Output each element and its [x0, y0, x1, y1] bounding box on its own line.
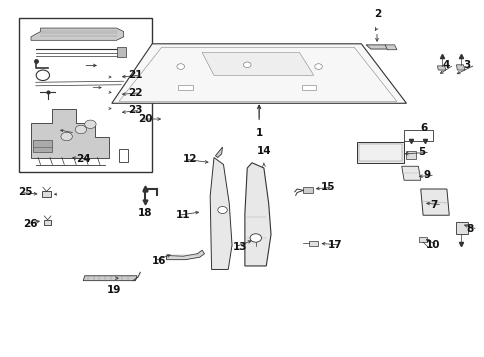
Text: 15: 15: [320, 182, 335, 192]
Polygon shape: [455, 222, 467, 235]
Text: 25: 25: [18, 187, 32, 197]
Circle shape: [243, 62, 251, 67]
Polygon shape: [42, 191, 51, 197]
Text: 5: 5: [418, 147, 425, 157]
Text: 23: 23: [128, 105, 143, 115]
Polygon shape: [116, 47, 126, 57]
Text: 21: 21: [128, 70, 143, 80]
Polygon shape: [455, 65, 464, 70]
Polygon shape: [384, 45, 396, 50]
Polygon shape: [302, 187, 312, 193]
Circle shape: [61, 132, 72, 141]
Polygon shape: [401, 166, 420, 180]
Polygon shape: [437, 66, 445, 70]
Circle shape: [314, 64, 322, 69]
Text: 26: 26: [23, 219, 37, 229]
Polygon shape: [244, 163, 271, 266]
Text: 19: 19: [107, 285, 121, 295]
Text: 1: 1: [255, 128, 262, 138]
Circle shape: [85, 120, 96, 129]
Text: 20: 20: [137, 114, 152, 124]
Text: 22: 22: [128, 88, 143, 98]
Polygon shape: [44, 220, 51, 225]
Text: 13: 13: [232, 242, 247, 252]
Polygon shape: [210, 157, 231, 270]
Ellipse shape: [36, 70, 49, 81]
Polygon shape: [166, 250, 204, 260]
Polygon shape: [405, 151, 415, 159]
Polygon shape: [356, 142, 403, 163]
Polygon shape: [365, 45, 389, 49]
Text: 12: 12: [182, 154, 197, 164]
Polygon shape: [215, 147, 222, 157]
Text: 8: 8: [465, 224, 472, 234]
Polygon shape: [31, 109, 109, 157]
Text: 14: 14: [256, 146, 271, 156]
Bar: [19, 17, 152, 171]
Circle shape: [250, 234, 261, 242]
Polygon shape: [119, 149, 128, 162]
Bar: [301, 85, 316, 90]
Text: 4: 4: [441, 60, 449, 70]
Text: 18: 18: [137, 208, 152, 218]
Text: 9: 9: [422, 170, 429, 180]
Polygon shape: [308, 241, 317, 246]
Text: 3: 3: [463, 60, 470, 70]
Text: 17: 17: [327, 240, 342, 250]
Text: 7: 7: [429, 200, 437, 210]
Polygon shape: [83, 276, 136, 281]
Polygon shape: [31, 28, 123, 40]
Polygon shape: [33, 140, 52, 152]
Bar: [178, 85, 192, 90]
Text: 6: 6: [420, 123, 427, 133]
Polygon shape: [420, 189, 448, 215]
Polygon shape: [111, 44, 406, 103]
Text: 10: 10: [424, 240, 439, 250]
Circle shape: [75, 125, 87, 134]
Circle shape: [217, 206, 227, 213]
Polygon shape: [419, 237, 426, 242]
Text: 11: 11: [175, 210, 190, 220]
Text: 16: 16: [151, 256, 166, 266]
Polygon shape: [202, 52, 313, 75]
Circle shape: [177, 64, 184, 69]
Text: 2: 2: [374, 9, 381, 19]
Polygon shape: [358, 144, 401, 161]
Text: 24: 24: [76, 154, 91, 164]
